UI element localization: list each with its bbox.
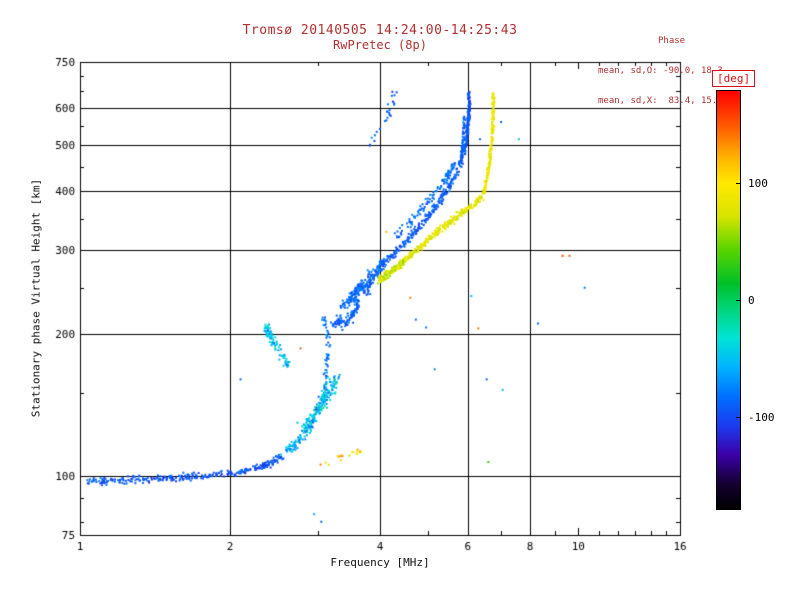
plot-subtitle: RwPretec (8p): [333, 38, 427, 52]
y-axis-label: Stationary phase Virtual Height [km]: [29, 178, 43, 418]
plot-title: Tromsø 20140505 14:24:00-14:25:43: [242, 23, 518, 38]
x-axis-label: Frequency [MHz]: [330, 556, 430, 569]
colorbar-tick-label: 0: [748, 294, 755, 307]
colorbar-tick-label: -100: [748, 411, 775, 424]
colorbar-tick-mark: [736, 417, 741, 418]
colorbar-tick-mark: [736, 300, 741, 301]
colorbar-tick-label: 100: [748, 177, 768, 190]
colorbar-unit-label: [deg]: [712, 70, 756, 87]
colorbar-tick-mark: [736, 183, 741, 184]
phase-stats-o-mode: mean, sd,O: -90.0, 18.3: [598, 66, 723, 76]
phase-stats-x-mode: mean, sd,X: 83.4, 15.4: [598, 96, 723, 106]
phase-stats: Phase mean, sd,O: -90.0, 18.3 mean, sd,X…: [598, 16, 798, 126]
phase-stats-header: Phase: [658, 36, 686, 46]
